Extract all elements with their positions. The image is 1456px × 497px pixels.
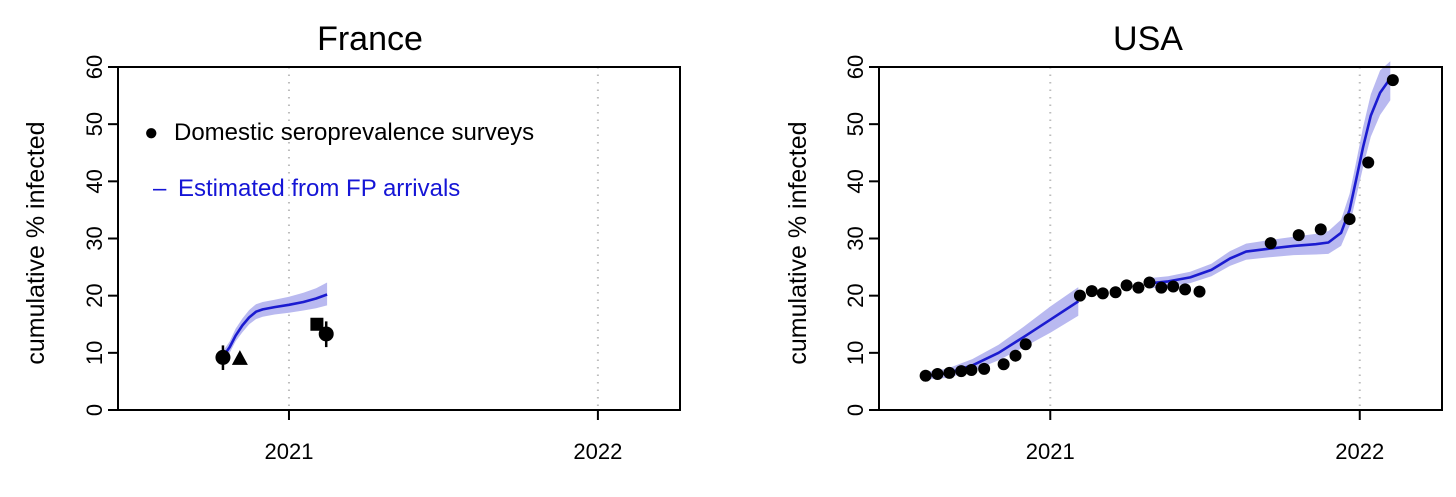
legend-estimate-symbol: – bbox=[153, 175, 167, 202]
usa-survey-point bbox=[943, 366, 956, 379]
legend-survey-label: Domestic seroprevalence surveys bbox=[174, 119, 534, 146]
france-y-axis-label: cumulative % infected bbox=[22, 121, 50, 364]
usa-survey-point bbox=[1314, 223, 1327, 236]
france-y-tick-label: 40 bbox=[82, 169, 107, 193]
usa-confidence-band-1 bbox=[1152, 61, 1391, 289]
usa-title: USA bbox=[1113, 20, 1183, 58]
usa-survey-point bbox=[997, 358, 1010, 371]
usa-survey-point bbox=[931, 367, 944, 380]
france-y-tick-label: 30 bbox=[82, 226, 107, 250]
usa-survey-point bbox=[1343, 213, 1356, 226]
usa-estimate-curve-1 bbox=[1151, 77, 1392, 285]
usa-y-axis: 0 10 20 30 40 50 60 bbox=[843, 55, 879, 416]
france-y-tick-label: 10 bbox=[82, 341, 107, 365]
france-y-axis: 0 10 20 30 40 50 60 bbox=[82, 55, 118, 416]
usa-survey-point bbox=[978, 362, 991, 375]
usa-y-tick-label: 40 bbox=[843, 169, 868, 193]
usa-y-tick-label: 30 bbox=[843, 226, 868, 250]
usa-survey-point bbox=[1179, 283, 1192, 296]
usa-y-tick-label: 10 bbox=[843, 341, 868, 365]
usa-y-tick-label: 20 bbox=[843, 283, 868, 307]
usa-y-tick-label: 0 bbox=[843, 404, 868, 416]
usa-survey-point bbox=[1073, 289, 1086, 302]
france-survey-point bbox=[318, 326, 334, 342]
usa-x-tick-label: 2022 bbox=[1335, 439, 1384, 464]
usa-survey-point bbox=[1009, 349, 1022, 362]
france-survey-point bbox=[215, 349, 231, 365]
france-estimate-line bbox=[222, 293, 328, 357]
usa-survey-point bbox=[1264, 237, 1277, 250]
usa-survey-point bbox=[955, 365, 968, 378]
usa-survey-point bbox=[1109, 286, 1122, 299]
usa-survey-point bbox=[1096, 287, 1109, 300]
usa-survey-point bbox=[1362, 156, 1375, 169]
france-x-tick-label: 2021 bbox=[264, 439, 313, 464]
france-x-tick-label: 2022 bbox=[573, 439, 622, 464]
france-survey-point-triangle bbox=[231, 350, 248, 365]
usa-x-tick-label: 2021 bbox=[1026, 439, 1075, 464]
usa-panel: USA cumulative % infected 0102030405060 … bbox=[784, 20, 1443, 464]
legend-survey-symbol: ● bbox=[144, 119, 159, 146]
usa-survey-point bbox=[965, 363, 978, 376]
usa-survey-points bbox=[919, 74, 1399, 382]
usa-y-tick-label: 50 bbox=[843, 112, 868, 136]
usa-survey-point bbox=[1019, 338, 1032, 351]
usa-y-axis-label: cumulative % infected bbox=[784, 121, 812, 364]
usa-survey-point bbox=[1292, 229, 1305, 242]
usa-survey-point bbox=[1155, 281, 1168, 294]
france-y-tick-label: 0 bbox=[82, 404, 107, 416]
usa-gridlines bbox=[1049, 67, 1361, 410]
usa-plot-frame bbox=[878, 66, 1443, 411]
usa-survey-point bbox=[1143, 276, 1156, 289]
usa-survey-point bbox=[1167, 280, 1180, 293]
france-survey-points bbox=[215, 317, 334, 370]
france-y-tick-label: 50 bbox=[82, 112, 107, 136]
usa-survey-point bbox=[1085, 285, 1098, 298]
usa-x-axis: 2021 2022 bbox=[1026, 410, 1384, 464]
france-panel: France cumulative % infected 0 10 20 30 40 50… bbox=[22, 20, 681, 464]
france-gridlines bbox=[287, 67, 599, 410]
usa-survey-point bbox=[1193, 285, 1206, 298]
france-survey-point-square bbox=[310, 317, 324, 331]
usa-estimate-band bbox=[923, 61, 1391, 380]
france-y-tick-label: 60 bbox=[82, 55, 107, 79]
usa-survey-point bbox=[1386, 74, 1399, 87]
legend-estimate-label: Estimated from FP arrivals bbox=[178, 175, 460, 202]
legend: ● Domestic seroprevalence surveys – Esti… bbox=[144, 119, 534, 202]
france-estimate-curve-0 bbox=[222, 293, 328, 357]
usa-y-tick-label: 60 bbox=[843, 55, 868, 79]
france-title: France bbox=[317, 20, 423, 58]
usa-survey-point bbox=[919, 369, 932, 382]
usa-survey-point bbox=[1132, 281, 1145, 294]
france-x-axis: 2021 2022 bbox=[264, 410, 622, 464]
france-y-tick-label: 20 bbox=[82, 283, 107, 307]
usa-survey-point bbox=[1120, 279, 1133, 292]
